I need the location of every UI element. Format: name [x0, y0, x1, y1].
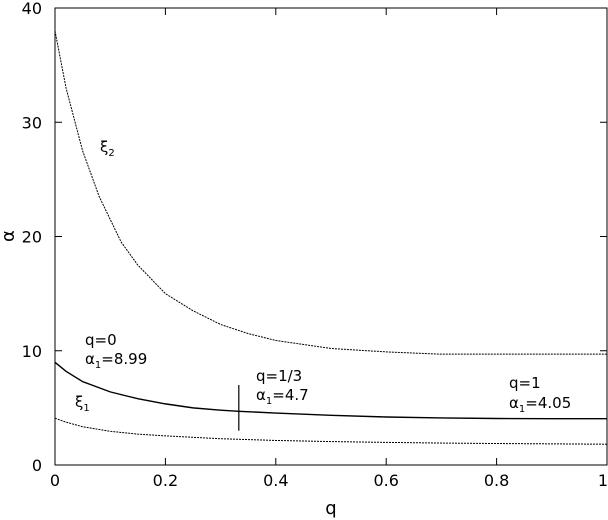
series-line-xi1 — [55, 418, 607, 444]
x-tick-label: 0.6 — [373, 471, 398, 490]
plot-frame — [55, 8, 607, 465]
x-tick-label: 0.2 — [153, 471, 178, 490]
x-tick-label: 0 — [50, 471, 60, 490]
xi2-label: ξ2 — [100, 138, 115, 159]
q13-alpha-label: α1=4.7 — [256, 386, 309, 407]
axis-tick-labels: 00.20.40.60.81010203040 — [22, 0, 608, 490]
xi1-label: ξ1 — [75, 393, 90, 414]
series-line-xi2 — [55, 31, 607, 354]
q0-alpha-label: α1=8.99 — [85, 350, 147, 371]
x-axis-label: q — [325, 498, 336, 519]
q13-label: q=1/3 — [256, 367, 302, 385]
x-tick-label: 0.8 — [484, 471, 509, 490]
x-tick-label: 1 — [598, 471, 608, 490]
y-tick-label: 40 — [22, 0, 42, 18]
y-tick-label: 20 — [22, 228, 42, 247]
y-axis-label: α — [0, 230, 19, 242]
y-tick-label: 30 — [22, 113, 42, 132]
q0-label: q=0 — [85, 331, 117, 349]
y-tick-label: 0 — [32, 456, 42, 475]
axis-ticks — [55, 8, 607, 465]
x-tick-label: 0.4 — [263, 471, 288, 490]
y-tick-label: 10 — [22, 342, 42, 361]
q1-alpha-label: α1=4.05 — [509, 394, 571, 415]
q1-label: q=1 — [509, 374, 541, 392]
